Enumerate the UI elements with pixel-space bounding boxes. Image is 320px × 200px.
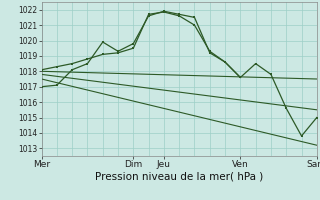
X-axis label: Pression niveau de la mer( hPa ): Pression niveau de la mer( hPa ) (95, 172, 263, 182)
